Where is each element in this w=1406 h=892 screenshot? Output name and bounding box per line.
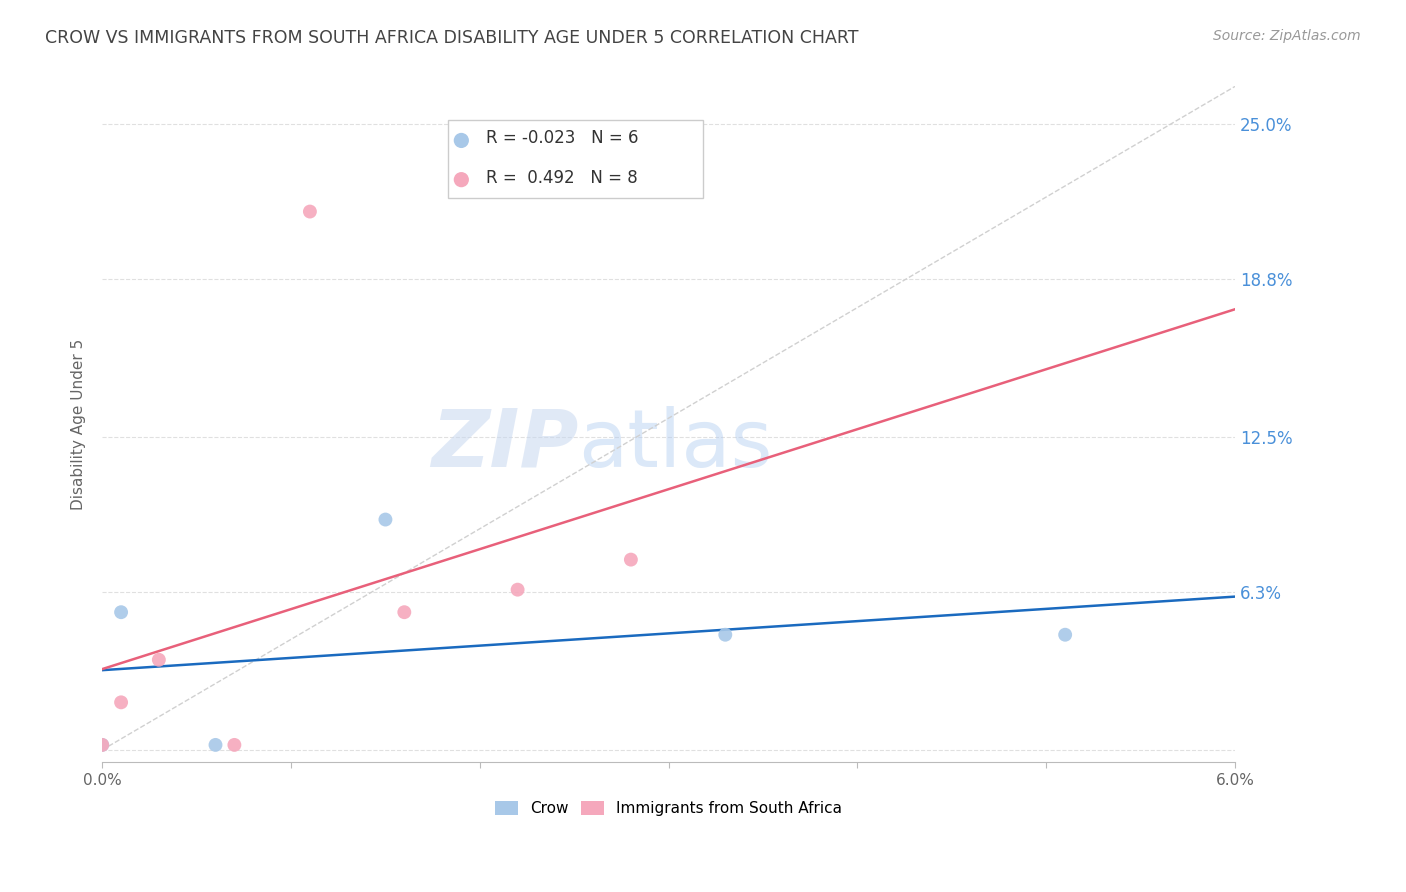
- FancyBboxPatch shape: [447, 120, 703, 198]
- Y-axis label: Disability Age Under 5: Disability Age Under 5: [72, 339, 86, 510]
- Point: [374, 512, 396, 526]
- Text: R = -0.023   N = 6: R = -0.023 N = 6: [486, 129, 638, 147]
- Text: R =  0.492   N = 8: R = 0.492 N = 8: [486, 169, 638, 186]
- Text: CROW VS IMMIGRANTS FROM SOUTH AFRICA DISABILITY AGE UNDER 5 CORRELATION CHART: CROW VS IMMIGRANTS FROM SOUTH AFRICA DIS…: [45, 29, 859, 46]
- Text: atlas: atlas: [578, 406, 772, 483]
- Point: [1054, 628, 1077, 642]
- Point: [224, 738, 246, 752]
- Text: ZIP: ZIP: [430, 406, 578, 483]
- Point: [148, 653, 170, 667]
- Point: [394, 605, 416, 619]
- Point: [298, 204, 321, 219]
- Point: [110, 605, 132, 619]
- Point: [204, 738, 226, 752]
- Point: [714, 628, 737, 642]
- Point: [506, 582, 529, 597]
- Point: [91, 738, 114, 752]
- Point: [620, 552, 643, 566]
- Legend: Crow, Immigrants from South Africa: Crow, Immigrants from South Africa: [489, 795, 848, 822]
- Text: Source: ZipAtlas.com: Source: ZipAtlas.com: [1213, 29, 1361, 43]
- Point: [91, 738, 114, 752]
- Point: [110, 695, 132, 709]
